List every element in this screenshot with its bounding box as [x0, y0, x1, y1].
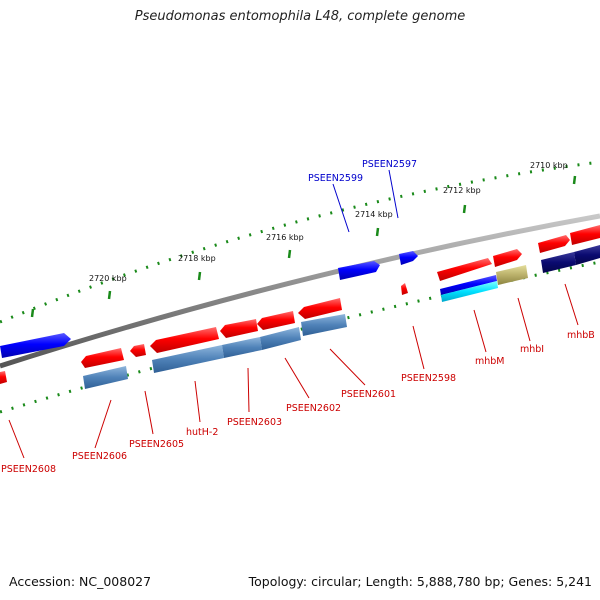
tick-label: 2718 kbp — [178, 254, 216, 263]
tick-label: 2716 kbp — [266, 233, 304, 242]
gene-arrow[interactable] — [0, 371, 7, 384]
forward-strand-features — [0, 225, 600, 358]
cds-block[interactable] — [441, 281, 498, 302]
tick-label: 2720 kbp — [89, 274, 127, 283]
cds-block[interactable] — [222, 337, 262, 358]
reverse-strand-features — [0, 245, 600, 389]
gene-arrow[interactable] — [220, 319, 258, 338]
gene-arrow[interactable] — [338, 261, 380, 280]
cds-block[interactable] — [260, 327, 301, 350]
gene-arrow[interactable] — [298, 298, 342, 319]
gene-label[interactable]: mhbM — [475, 356, 505, 367]
label-leader-lines — [8, 169, 579, 459]
gene-label[interactable]: PSEEN2597 — [362, 159, 417, 170]
gene-arrow[interactable] — [150, 327, 219, 353]
map-title: Pseudomonas entomophila L48, complete ge… — [134, 9, 466, 24]
gene-arrow[interactable] — [570, 225, 600, 245]
gene-label[interactable]: mhbB — [567, 330, 595, 341]
cds-block[interactable] — [496, 265, 528, 285]
gene-arrow[interactable] — [0, 333, 71, 358]
gene-arrow[interactable] — [81, 348, 124, 368]
gene-label[interactable]: PSEEN2601 — [341, 389, 396, 400]
gene-label[interactable]: PSEEN2602 — [286, 403, 341, 414]
cds-block[interactable] — [541, 252, 576, 273]
cds-block[interactable] — [574, 245, 600, 265]
gene-arrow[interactable] — [401, 283, 408, 295]
genome-summary: Topology: circular; Length: 5,888,780 bp… — [248, 574, 592, 589]
gene-label[interactable]: PSEEN2605 — [129, 439, 184, 450]
gene-label[interactable]: hutH-2 — [186, 427, 218, 438]
gene-label[interactable]: PSEEN2598 — [401, 373, 456, 384]
tick-label: 2714 kbp — [355, 210, 393, 219]
gene-arrow[interactable] — [399, 251, 418, 265]
gene-label[interactable]: PSEEN2608 — [1, 464, 56, 475]
gene-label[interactable]: PSEEN2603 — [227, 417, 282, 428]
cds-block[interactable] — [152, 345, 224, 373]
gene-arrow[interactable] — [257, 311, 295, 330]
gene-label[interactable]: PSEEN2606 — [72, 451, 127, 462]
cds-block[interactable] — [83, 366, 128, 389]
gene-label[interactable]: PSEEN2599 — [308, 173, 363, 184]
gene-arrow[interactable] — [493, 249, 522, 267]
accession-label: Accession: NC_008027 — [9, 574, 152, 589]
gene-label[interactable]: mhbI — [520, 344, 544, 355]
gene-arrow[interactable] — [130, 344, 146, 357]
major-tick-marks — [30, 175, 577, 318]
tick-label: 2710 kbp — [530, 161, 568, 170]
cds-block[interactable] — [301, 314, 347, 336]
outer-tick-ring — [0, 160, 600, 324]
gene-arrow[interactable] — [538, 235, 570, 253]
cds-block[interactable] — [440, 275, 497, 295]
genome-backbone — [0, 213, 600, 369]
tick-label: 2712 kbp — [443, 186, 481, 195]
gene-arrow[interactable] — [437, 258, 492, 281]
